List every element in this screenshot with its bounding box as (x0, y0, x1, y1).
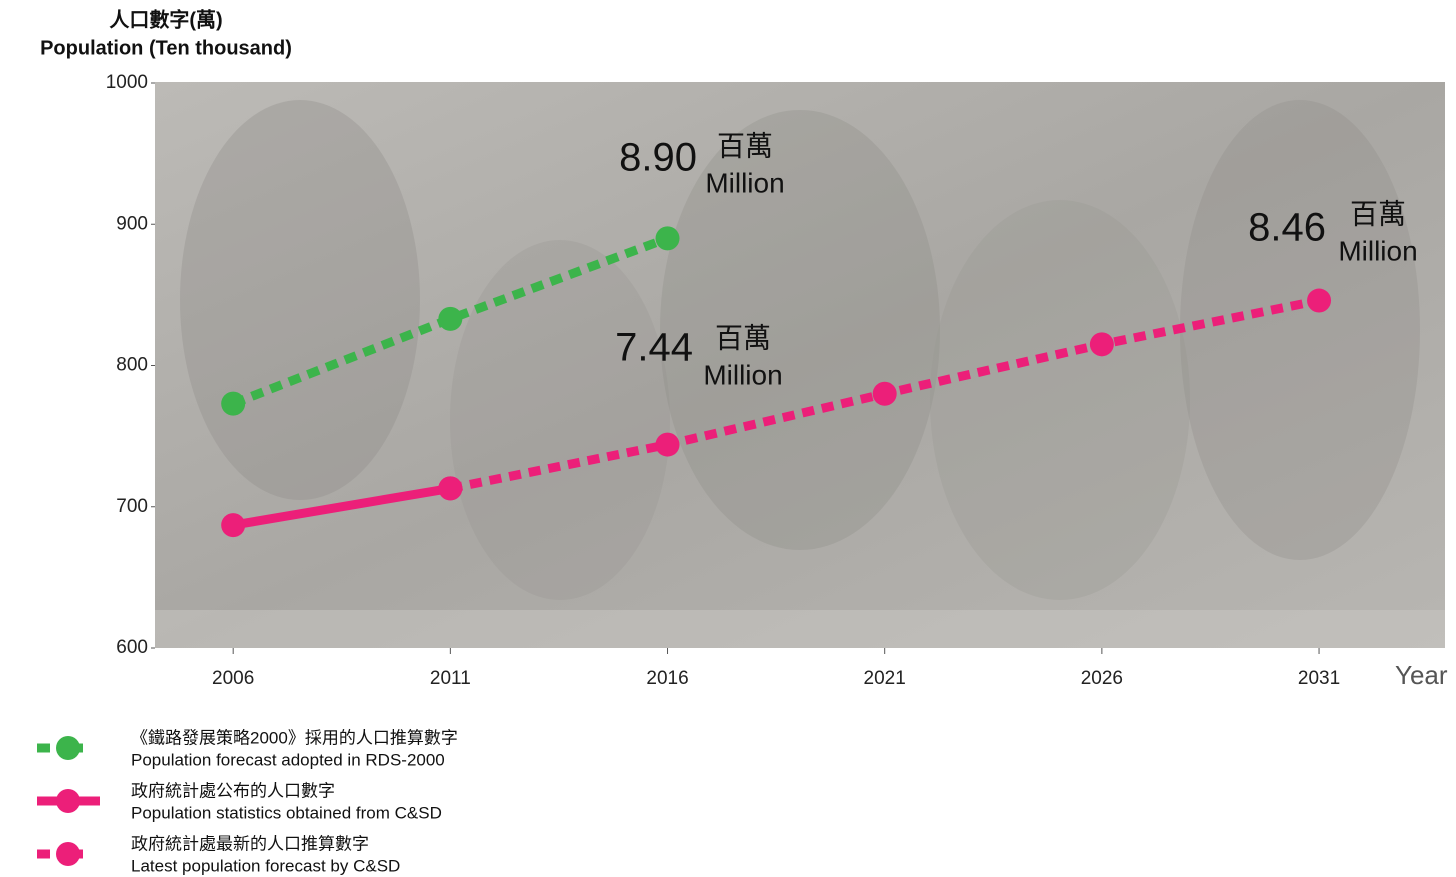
annotation-unit: Million (705, 167, 784, 198)
data-point (1089, 332, 1114, 357)
data-point (221, 391, 246, 416)
crowd-shade (450, 240, 670, 600)
legend-label: 政府統計處公布的人口數字 (131, 781, 335, 800)
data-point (438, 306, 463, 331)
data-point (655, 432, 680, 457)
data-point (1307, 288, 1332, 313)
crowd-shade (930, 200, 1190, 600)
annotation-value: 7.44 (615, 326, 693, 370)
legend-label: Population forecast adopted in RDS-2000 (131, 750, 445, 769)
y-tick-label: 800 (116, 355, 148, 376)
x-title: Year (1395, 660, 1448, 690)
annotation-unit: 百萬 (1350, 198, 1406, 229)
annotation-unit: 百萬 (717, 130, 773, 161)
series-line (231, 234, 670, 408)
x-tick-label: 2031 (1298, 668, 1340, 689)
legend-label: Latest population forecast by C&SD (131, 856, 400, 875)
floor (155, 610, 1445, 648)
legend-label: 《鐵路發展策略2000》採用的人口推算數字 (131, 728, 458, 747)
x-tick-label: 2026 (1081, 668, 1123, 689)
x-tick-label: 2011 (430, 668, 471, 689)
photo-area (155, 82, 1445, 648)
x-tick-label: 2016 (646, 668, 688, 689)
data-point (655, 226, 680, 251)
y-tick-label: 600 (116, 637, 148, 658)
data-point (221, 513, 246, 538)
legend-marker (56, 736, 80, 760)
annotation-value: 8.90 (619, 136, 697, 180)
x-tick-label: 2006 (212, 668, 254, 689)
y-tick-label: 700 (116, 496, 148, 517)
series-line (232, 483, 452, 530)
y-tick-label: 1000 (106, 72, 148, 93)
y-title: Population (Ten thousand) (40, 37, 292, 59)
data-point (438, 476, 463, 501)
annotation-unit: 百萬 (715, 322, 771, 353)
annotation-unit: Million (703, 359, 782, 390)
legend-marker (56, 842, 80, 866)
data-point (872, 381, 897, 406)
annotation-unit: Million (1338, 235, 1417, 266)
y-tick-label: 900 (116, 213, 148, 234)
legend-label: Population statistics obtained from C&SD (131, 803, 442, 822)
y-title: 人口數字(萬) (109, 7, 222, 31)
legend-label: 政府統計處最新的人口推算數字 (131, 834, 369, 853)
crowd-shade (660, 110, 940, 550)
crowd-shade (1180, 100, 1420, 560)
annotation-value: 8.46 (1248, 206, 1326, 250)
x-tick-label: 2021 (864, 668, 906, 689)
crowd-shade (180, 100, 420, 500)
background-photo (155, 82, 1445, 648)
legend-marker (56, 789, 80, 813)
